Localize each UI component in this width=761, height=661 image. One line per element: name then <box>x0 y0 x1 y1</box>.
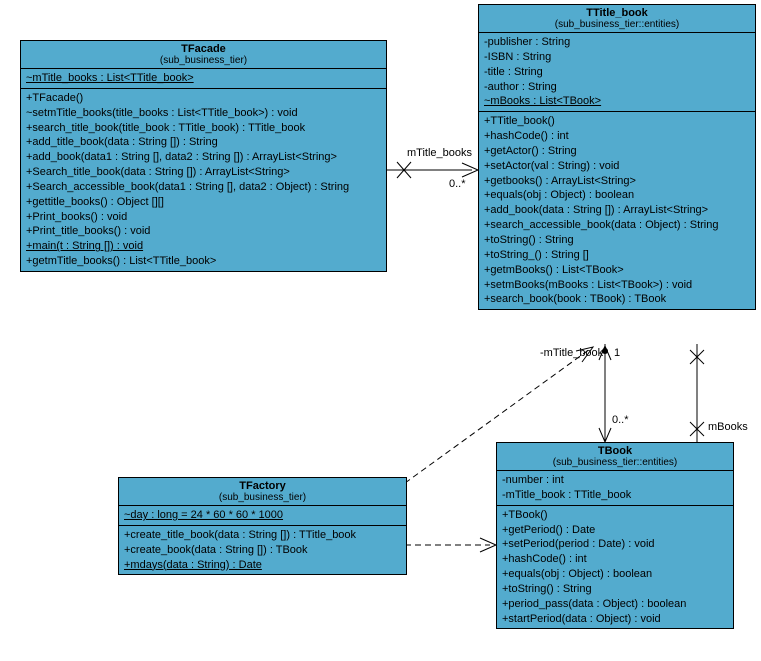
class-operations: +create_title_book(data : String []) : T… <box>119 526 406 575</box>
class-header: TFacade (sub_business_tier) <box>21 41 386 69</box>
class-name: TTitle_book <box>483 7 751 19</box>
class-header: TFactory (sub_business_tier) <box>119 478 406 506</box>
operation-row: +equals(obj : Object) : boolean <box>502 567 728 582</box>
class-header: TBook (sub_business_tier::entities) <box>497 443 733 471</box>
class-attributes: -publisher : String -ISBN : String -titl… <box>479 33 755 112</box>
operation-row: +main(t : String []) : void <box>26 239 381 254</box>
class-attributes: ~mTitle_books : List<TTitle_book> <box>21 69 386 89</box>
operation-row: +getActor() : String <box>484 144 750 159</box>
attribute-row: -title : String <box>484 65 750 80</box>
attribute-row: -ISBN : String <box>484 50 750 65</box>
operation-row: +create_title_book(data : String []) : T… <box>124 528 401 543</box>
operation-row: +setPeriod(period : Date) : void <box>502 537 728 552</box>
operation-row: +add_book(data : String []) : ArrayList<… <box>484 203 750 218</box>
operation-row: +setActor(val : String) : void <box>484 159 750 174</box>
attribute-row: ~mTitle_books : List<TTitle_book> <box>26 71 381 86</box>
class-name: TFactory <box>123 480 402 492</box>
operation-row: +mdays(data : String) : Date <box>124 558 401 573</box>
operation-row: +TFacade() <box>26 91 381 106</box>
operation-row: +toString() : String <box>502 582 728 597</box>
operation-row: +hashCode() : int <box>502 552 728 567</box>
operation-row: +Search_accessible_book(data1 : String [… <box>26 180 381 195</box>
class-package: (sub_business_tier) <box>25 55 382 66</box>
operation-row: +startPeriod(data : Object) : void <box>502 612 728 627</box>
operation-row: +toString() : String <box>484 233 750 248</box>
operation-row: +TBook() <box>502 508 728 523</box>
operation-row: +getbooks() : ArrayList<String> <box>484 174 750 189</box>
class-tbook: TBook (sub_business_tier::entities) -num… <box>496 442 734 629</box>
operation-row: +TTitle_book() <box>484 114 750 129</box>
class-ttitlebook: TTitle_book (sub_business_tier::entities… <box>478 4 756 310</box>
operation-row: +search_title_book(title_book : TTitle_b… <box>26 121 381 136</box>
assoc-mult-1: 1 <box>614 347 620 359</box>
assoc-label-mtitlebook-left: -mTitle_book <box>540 347 603 359</box>
attribute-row: ~day : long = 24 * 60 * 60 * 1000 <box>124 508 401 523</box>
class-package: (sub_business_tier::entities) <box>483 19 751 30</box>
operation-row: +equals(obj : Object) : boolean <box>484 188 750 203</box>
assoc-mult-0star-tfacade: 0..* <box>449 178 466 190</box>
class-tfactory: TFactory (sub_business_tier) ~day : long… <box>118 477 407 575</box>
class-operations: +TBook() +getPeriod() : Date +setPeriod(… <box>497 506 733 629</box>
operation-row: +period_pass(data : Object) : boolean <box>502 597 728 612</box>
class-name: TBook <box>501 445 729 457</box>
operation-row: +search_accessible_book(data : Object) :… <box>484 218 750 233</box>
operation-row: +hashCode() : int <box>484 129 750 144</box>
assoc-mult-0star-left: 0..* <box>612 414 629 426</box>
assoc-label-mtitlebooks: mTitle_books <box>407 147 472 159</box>
class-package: (sub_business_tier) <box>123 492 402 503</box>
operation-row: +getPeriod() : Date <box>502 523 728 538</box>
operation-row: ~setmTitle_books(title_books : List<TTit… <box>26 106 381 121</box>
class-package: (sub_business_tier::entities) <box>501 457 729 468</box>
class-operations: +TTitle_book() +hashCode() : int +getAct… <box>479 112 755 309</box>
operation-row: +gettitle_books() : Object [][] <box>26 195 381 210</box>
class-header: TTitle_book (sub_business_tier::entities… <box>479 5 755 33</box>
operation-row: +search_book(book : TBook) : TBook <box>484 292 750 307</box>
operation-row: +add_book(data1 : String [], data2 : Str… <box>26 150 381 165</box>
operation-row: +getmTitle_books() : List<TTitle_book> <box>26 254 381 269</box>
attribute-row: ~mBooks : List<TBook> <box>484 94 750 109</box>
operation-row: +toString_() : String [] <box>484 248 750 263</box>
class-attributes: -number : int -mTitle_book : TTitle_book <box>497 471 733 506</box>
attribute-row: -mTitle_book : TTitle_book <box>502 488 728 503</box>
operation-row: +create_book(data : String []) : TBook <box>124 543 401 558</box>
class-name: TFacade <box>25 43 382 55</box>
operation-row: +Search_title_book(data : String []) : A… <box>26 165 381 180</box>
attribute-row: -publisher : String <box>484 35 750 50</box>
operation-row: +Print_books() : void <box>26 210 381 225</box>
class-attributes: ~day : long = 24 * 60 * 60 * 1000 <box>119 506 406 526</box>
operation-row: +setmBooks(mBooks : List<TBook>) : void <box>484 278 750 293</box>
attribute-row: -author : String <box>484 80 750 95</box>
operation-row: +add_title_book(data : String []) : Stri… <box>26 135 381 150</box>
assoc-label-mbooks: mBooks <box>708 421 748 433</box>
operation-row: +Print_title_books() : void <box>26 224 381 239</box>
class-tfacade: TFacade (sub_business_tier) ~mTitle_book… <box>20 40 387 272</box>
attribute-row: -number : int <box>502 473 728 488</box>
operation-row: +getmBooks() : List<TBook> <box>484 263 750 278</box>
class-operations: +TFacade() ~setmTitle_books(title_books … <box>21 89 386 271</box>
